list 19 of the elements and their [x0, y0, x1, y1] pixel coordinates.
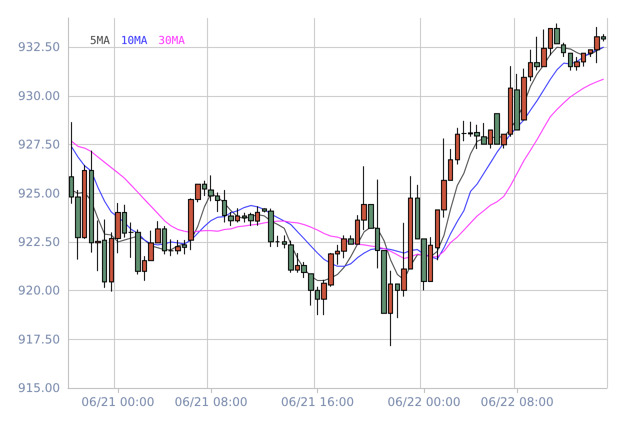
y-tick-label: 925.00 [18, 186, 60, 200]
y-tick-label: 922.50 [18, 234, 60, 249]
text: 10MA [120, 34, 148, 47]
y-tick-label: 930.00 [18, 88, 60, 103]
y-tick-label: 932.50 [18, 40, 60, 54]
text: 30MA [158, 34, 186, 47]
x-tick-label: 06/21 00:00 [81, 395, 154, 409]
y-tick-label: 915.00 [18, 381, 60, 395]
y-tick-label: 917.50 [18, 332, 60, 346]
y-tick-label: 927.50 [18, 138, 60, 152]
candlestick [561, 42, 566, 58]
candlestick [455, 127, 460, 165]
x-tick-label: 06/21 08:00 [174, 395, 248, 409]
x-tick-label: 06/21 16:00 [281, 395, 354, 409]
x-tick-label: 06/22 08:00 [480, 395, 554, 409]
text: 5MA [90, 34, 110, 47]
x-tick-label: 06/22 00:00 [388, 395, 460, 409]
y-tick-label: 920.00 [18, 284, 60, 298]
line-series [70, 78, 604, 259]
